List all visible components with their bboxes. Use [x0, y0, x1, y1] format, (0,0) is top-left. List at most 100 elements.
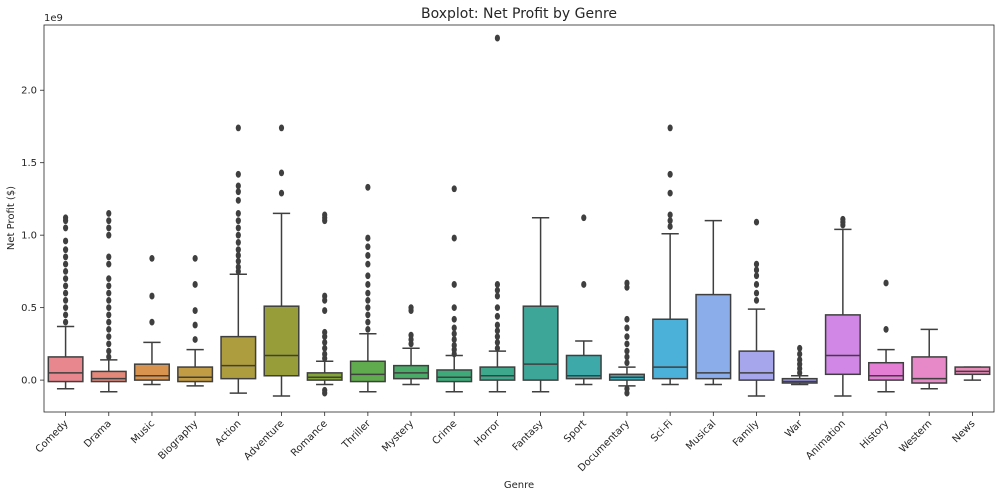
- outlier-point: [797, 350, 803, 358]
- outlier-point: [62, 275, 69, 283]
- outlier-point: [106, 217, 112, 225]
- x-tick-label: Sport: [562, 418, 589, 445]
- outlier-point: [62, 289, 69, 297]
- outlier-point: [278, 169, 285, 177]
- iqr-box: [263, 305, 300, 377]
- outlier-point: [106, 304, 112, 312]
- outlier-point: [62, 304, 69, 312]
- box-group-news: [954, 366, 991, 381]
- x-tick-label: Mystery: [380, 418, 416, 454]
- outlier-point: [753, 218, 760, 226]
- outlier-point: [106, 289, 112, 297]
- outlier-point: [494, 327, 501, 335]
- outlier-point: [753, 281, 760, 288]
- outlier-point: [235, 263, 241, 271]
- outlier-point: [581, 214, 587, 222]
- outlier-point: [883, 279, 889, 287]
- outlier-point: [62, 260, 69, 268]
- outlier-point: [451, 315, 457, 323]
- outlier-point: [624, 340, 630, 348]
- outlier-point: [62, 268, 69, 275]
- outlier-point: [235, 170, 241, 178]
- iqr-box: [824, 314, 861, 376]
- outlier-point: [494, 281, 501, 288]
- outlier-point: [192, 254, 198, 262]
- x-tick-label: Biography: [156, 418, 200, 462]
- iqr-box: [220, 335, 257, 380]
- outlier-point: [451, 281, 457, 288]
- x-tick-label: Comedy: [34, 418, 71, 455]
- outlier-point: [365, 252, 371, 259]
- box-group-history: [868, 279, 905, 393]
- outlier-point: [494, 286, 501, 294]
- outlier-point: [235, 210, 241, 217]
- y-tick-label: 1.5: [21, 158, 37, 169]
- iqr-box: [133, 363, 170, 381]
- outlier-point: [149, 254, 155, 262]
- iqr-box: [868, 361, 905, 381]
- outlier-point: [365, 234, 371, 242]
- box-group-fantasy: [522, 217, 559, 393]
- outlier-point: [451, 234, 457, 242]
- outlier-point: [235, 224, 241, 232]
- box-group-romance: [306, 211, 343, 397]
- outlier-point: [365, 281, 371, 288]
- box-group-drama: [90, 210, 127, 393]
- box-group-action: [220, 124, 257, 394]
- outlier-point: [235, 217, 241, 225]
- box-group-animation: [824, 215, 861, 397]
- outlier-point: [624, 359, 630, 367]
- outlier-point: [106, 347, 112, 355]
- plot-area: [47, 34, 991, 397]
- outlier-point: [235, 239, 241, 246]
- outlier-point: [106, 353, 112, 361]
- outlier-point: [797, 356, 803, 364]
- outlier-point: [322, 386, 328, 394]
- box-group-western: [911, 328, 948, 390]
- x-axis-label: Genre: [504, 480, 534, 491]
- outlier-point: [451, 324, 457, 332]
- y-axis-label: Net Profit ($): [6, 186, 17, 250]
- x-tick-label: War: [783, 418, 805, 440]
- iqr-box: [47, 356, 84, 383]
- outlier-point: [106, 210, 112, 217]
- outlier-point: [408, 331, 414, 339]
- outlier-point: [753, 289, 760, 297]
- x-tick-label: Animation: [804, 418, 848, 462]
- outlier-point: [106, 224, 112, 232]
- iqr-box: [349, 360, 386, 383]
- outlier-point: [667, 217, 673, 225]
- outlier-point: [753, 296, 760, 304]
- outlier-point: [106, 260, 112, 268]
- outlier-point: [322, 328, 328, 336]
- outlier-point: [581, 281, 587, 288]
- outlier-point: [667, 124, 673, 132]
- box-group-mystery: [393, 304, 430, 386]
- outlier-point: [62, 311, 69, 319]
- outlier-point: [667, 223, 673, 230]
- outlier-point: [192, 307, 198, 314]
- outlier-point: [753, 260, 760, 268]
- outlier-point: [797, 344, 803, 352]
- outlier-point: [106, 340, 112, 348]
- outlier-point: [106, 253, 112, 261]
- box-group-documentary: [608, 279, 645, 397]
- outlier-point: [149, 292, 155, 300]
- box-group-music: [133, 254, 170, 386]
- outlier-point: [235, 196, 241, 204]
- y-tick-label: 1.0: [21, 231, 37, 242]
- box-group-musical: [695, 219, 732, 386]
- box-group-sci-fi: [652, 124, 689, 386]
- outlier-point: [365, 318, 371, 326]
- outlier-point: [451, 185, 457, 193]
- outlier-point: [494, 292, 501, 300]
- x-tick-label: Sci-Fi: [649, 418, 675, 444]
- outlier-point: [667, 211, 673, 219]
- outlier-point: [365, 272, 371, 280]
- outlier-point: [62, 214, 69, 222]
- outlier-point: [62, 246, 69, 254]
- outlier-point: [278, 189, 285, 197]
- outlier-point: [451, 304, 457, 312]
- outlier-point: [624, 315, 630, 323]
